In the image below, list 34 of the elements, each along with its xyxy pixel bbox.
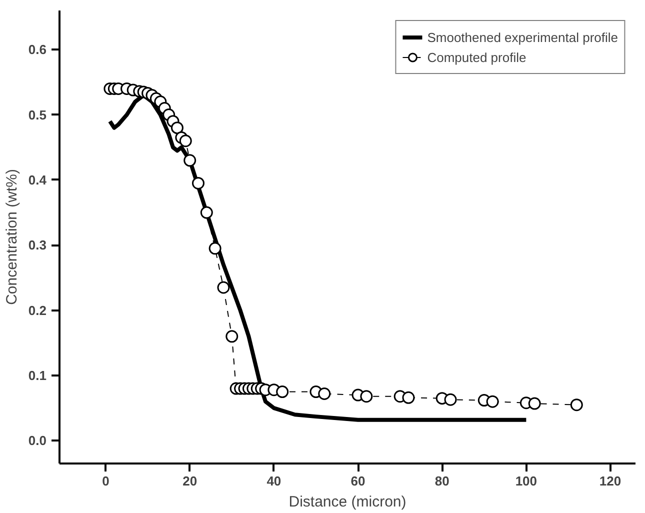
- x-tick-label: 0: [102, 474, 110, 488]
- point: [402, 391, 415, 404]
- x-tick-label: 100: [515, 474, 538, 488]
- point: [192, 176, 204, 190]
- point: [170, 122, 184, 134]
- x-tick-label: 120: [599, 474, 622, 488]
- y-tick-label: 0.1: [28, 368, 47, 384]
- point: [486, 395, 499, 408]
- point: [276, 386, 289, 398]
- y-tick-label: 0.3: [28, 238, 47, 253]
- point: [200, 206, 213, 219]
- y-axis-title: Concentration (wt%): [3, 169, 20, 305]
- legend-label: Smoothened experimental profile: [427, 30, 618, 44]
- x-tick-label: 40: [266, 474, 282, 488]
- x-axis-title: Distance (micron): [288, 494, 406, 510]
- y-tick-label: 0.4: [28, 172, 48, 188]
- y-tick-label: 0.0: [28, 433, 47, 448]
- point: [318, 388, 331, 400]
- legend-label: Computed profile: [427, 50, 526, 64]
- y-tick-label: 0.2: [28, 302, 47, 318]
- point: [444, 393, 457, 406]
- point: [360, 390, 373, 403]
- point: [226, 330, 238, 343]
- point: [528, 397, 541, 410]
- point: [184, 154, 196, 167]
- x-tick-label: 60: [350, 474, 366, 488]
- x-tick-label: 80: [434, 474, 450, 488]
- point: [179, 134, 192, 148]
- x-tick-label: 20: [182, 474, 198, 488]
- point: [208, 242, 222, 255]
- point: [217, 281, 230, 294]
- y-tick-label: 0.6: [28, 42, 47, 58]
- y-tick-label: 0.5: [28, 107, 47, 122]
- point: [570, 398, 583, 412]
